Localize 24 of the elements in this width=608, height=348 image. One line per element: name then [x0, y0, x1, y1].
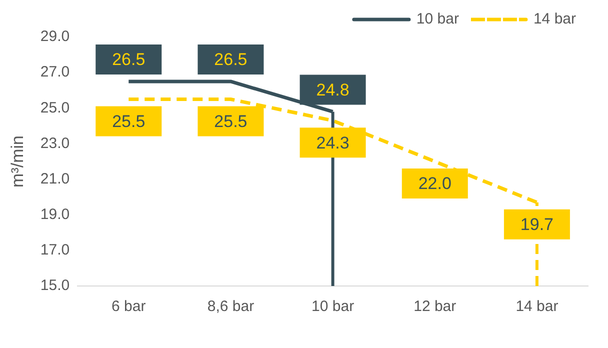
data-label: 24.8 [316, 80, 350, 100]
y-tick-label: 23.0 [40, 134, 70, 152]
x-tick-label: 6 bar [112, 298, 146, 316]
x-tick-label: 8,6 bar [207, 298, 254, 316]
x-tick-label: 14 bar [516, 298, 558, 316]
legend-label: 14 bar [533, 10, 576, 28]
y-tick-label: 17.0 [40, 242, 70, 259]
data-label: 24.3 [316, 133, 350, 152]
y-tick-label: 25.0 [40, 99, 70, 116]
x-tick-label: 12 bar [414, 298, 456, 316]
data-label: 26.5 [112, 50, 146, 70]
y-tick-label: 15.0 [40, 277, 70, 294]
data-label: 25.5 [214, 112, 248, 131]
data-label: 22.0 [418, 174, 452, 194]
y-tick-label: 27.0 [40, 64, 70, 81]
y-tick-label: 29.0 [40, 28, 70, 46]
y-tick-label: 19.0 [40, 206, 70, 223]
y-axis-title: m³/min [8, 136, 27, 188]
data-label: 25.5 [112, 112, 146, 131]
data-label: 26.5 [214, 50, 248, 70]
legend-label: 10 bar [416, 10, 459, 28]
y-tick-label: 21.0 [40, 170, 70, 188]
data-label: 19.7 [520, 215, 554, 234]
x-tick-label: 10 bar [312, 298, 354, 316]
